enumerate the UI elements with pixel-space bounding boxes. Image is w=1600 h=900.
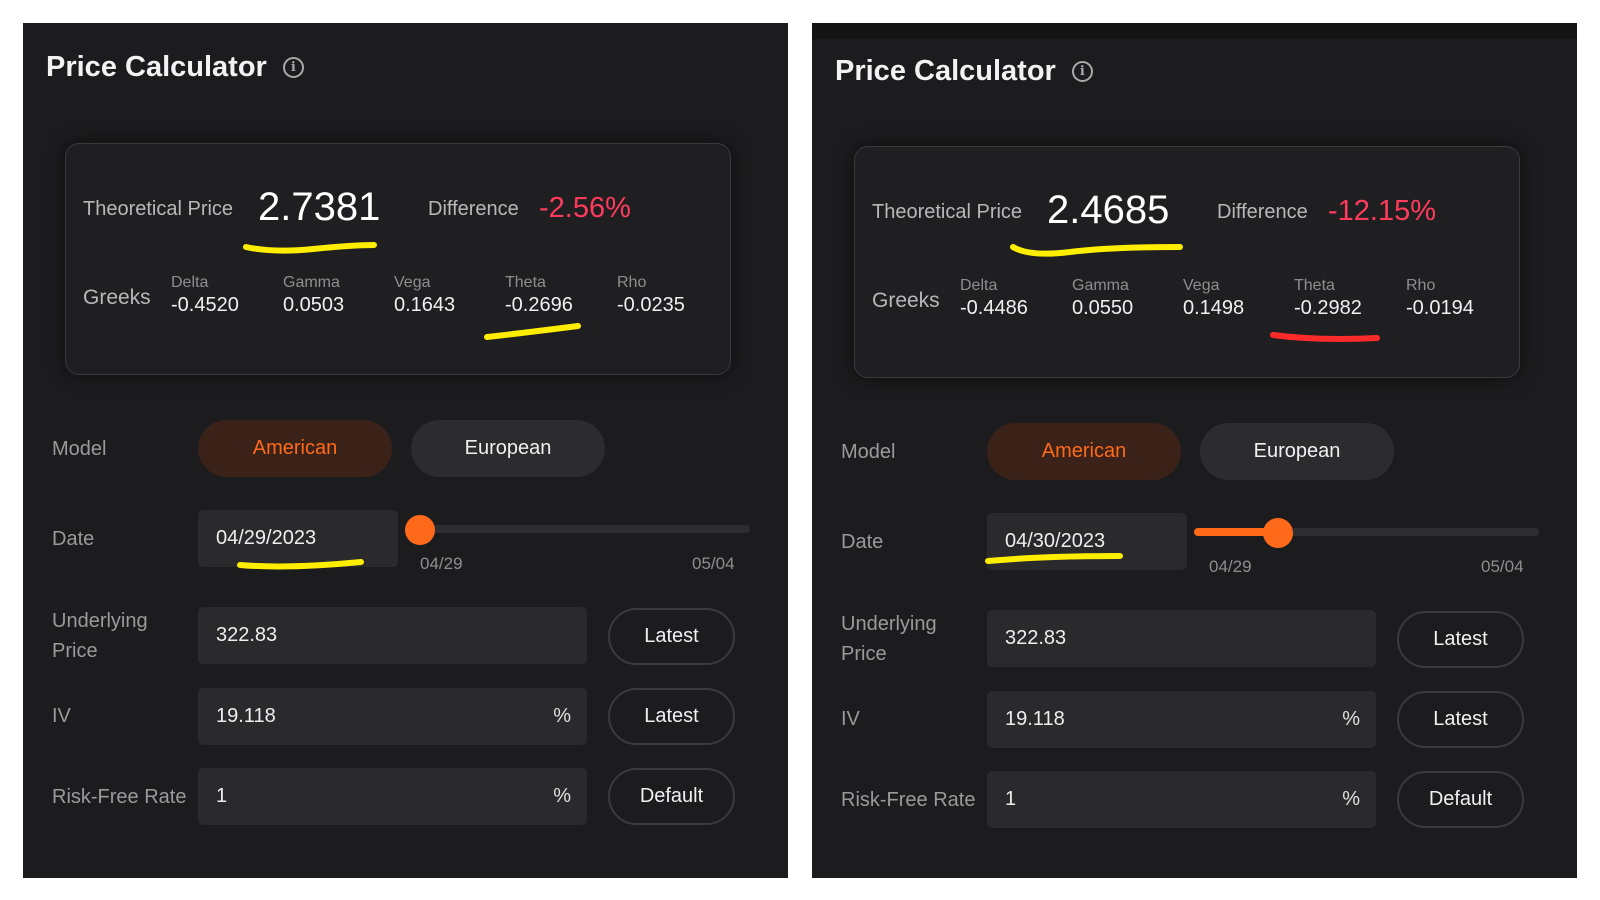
difference-value: -12.15% bbox=[1328, 195, 1437, 227]
iv-percent-sign: % bbox=[1342, 708, 1360, 730]
risk-free-rate-value: 1 bbox=[1005, 788, 1017, 810]
theoretical-price-value: 2.4685 bbox=[1047, 188, 1170, 232]
rfr-default-button[interactable]: Default bbox=[608, 768, 735, 825]
greeks-label: Greeks bbox=[83, 286, 151, 309]
greek-name: Rho bbox=[1406, 277, 1436, 294]
risk-free-rate-label: Risk-Free Rate bbox=[841, 789, 976, 811]
greek-vega: Vega 0.1498 bbox=[1183, 277, 1244, 320]
greek-name: Gamma bbox=[1072, 277, 1129, 294]
date-slider-handle[interactable] bbox=[1263, 518, 1293, 548]
slider-start-label: 04/29 bbox=[1209, 557, 1252, 576]
underlying-price-label-line1: Underlying bbox=[841, 613, 937, 635]
iv-value: 19.118 bbox=[216, 705, 276, 727]
greek-value: 0.0503 bbox=[283, 294, 345, 316]
greek-delta: Delta -0.4520 bbox=[171, 274, 239, 317]
greek-value: -0.2696 bbox=[505, 294, 573, 316]
greek-name: Vega bbox=[1183, 277, 1220, 294]
panel-title: Price Calculator i bbox=[46, 51, 304, 84]
theoretical-price-value: 2.7381 bbox=[258, 185, 381, 229]
date-slider-handle[interactable] bbox=[405, 515, 435, 545]
iv-latest-button[interactable]: Latest bbox=[608, 688, 735, 745]
greek-rho: Rho -0.0235 bbox=[617, 274, 685, 317]
greek-name: Delta bbox=[960, 277, 998, 294]
model-american-button[interactable]: American bbox=[987, 423, 1181, 480]
underlying-price-input[interactable]: 322.83 bbox=[198, 607, 587, 664]
greek-value: -0.4486 bbox=[960, 297, 1028, 319]
difference-value: -2.56% bbox=[539, 192, 631, 224]
iv-label: IV bbox=[841, 708, 860, 730]
underlying-price-label-line2: Price bbox=[52, 640, 98, 662]
greek-name: Delta bbox=[171, 274, 209, 291]
underlying-latest-button[interactable]: Latest bbox=[1397, 611, 1524, 668]
iv-input[interactable]: 19.118 % bbox=[987, 691, 1376, 748]
slider-end-label: 05/04 bbox=[1481, 557, 1524, 576]
panel-title-text: Price Calculator bbox=[835, 55, 1056, 87]
greek-gamma: Gamma 0.0503 bbox=[283, 274, 344, 317]
difference-label: Difference bbox=[428, 198, 519, 220]
greek-gamma: Gamma 0.0550 bbox=[1072, 277, 1133, 320]
underlying-price-label-line1: Underlying bbox=[52, 610, 148, 632]
underlying-latest-button[interactable]: Latest bbox=[608, 608, 735, 665]
price-calculator-panel-right: Price Calculator i Theoretical Price 2.4… bbox=[812, 23, 1577, 878]
greek-name: Vega bbox=[394, 274, 431, 291]
date-slider-track[interactable] bbox=[1194, 528, 1539, 536]
date-slider-fill bbox=[1194, 528, 1278, 536]
greek-name: Rho bbox=[617, 274, 647, 291]
iv-label: IV bbox=[52, 705, 71, 727]
slider-end-label: 05/04 bbox=[692, 554, 735, 573]
greek-name: Theta bbox=[1294, 277, 1335, 294]
iv-latest-button[interactable]: Latest bbox=[1397, 691, 1524, 748]
greeks-label: Greeks bbox=[872, 289, 940, 312]
greek-value: -0.0194 bbox=[1406, 297, 1474, 319]
underlying-price-label-line2: Price bbox=[841, 643, 887, 665]
greek-value: -0.2982 bbox=[1294, 297, 1362, 319]
model-label: Model bbox=[841, 441, 896, 463]
greek-delta: Delta -0.4486 bbox=[960, 277, 1028, 320]
theoretical-price-label: Theoretical Price bbox=[83, 198, 234, 220]
panel-title: Price Calculator i bbox=[835, 55, 1093, 88]
panel-title-text: Price Calculator bbox=[46, 51, 267, 83]
risk-free-rate-label: Risk-Free Rate bbox=[52, 786, 187, 808]
greek-theta: Theta -0.2982 bbox=[1294, 277, 1362, 320]
greek-theta: Theta -0.2696 bbox=[505, 274, 573, 317]
underlying-price-input[interactable]: 322.83 bbox=[987, 610, 1376, 667]
iv-value: 19.118 bbox=[1005, 708, 1065, 730]
result-card: Theoretical Price 2.7381 Difference -2.5… bbox=[65, 143, 731, 375]
info-icon[interactable]: i bbox=[1071, 61, 1093, 82]
price-calculator-panel-left: Price Calculator i Theoretical Price 2.7… bbox=[23, 23, 788, 878]
rfr-percent-sign: % bbox=[1342, 788, 1360, 810]
risk-free-rate-input[interactable]: 1 % bbox=[198, 768, 587, 825]
date-label: Date bbox=[841, 531, 884, 553]
model-american-button[interactable]: American bbox=[198, 420, 392, 477]
result-card: Theoretical Price 2.4685 Difference -12.… bbox=[854, 146, 1520, 378]
greek-value: 0.1498 bbox=[1183, 297, 1245, 319]
rfr-percent-sign: % bbox=[553, 785, 571, 807]
model-european-button[interactable]: European bbox=[1200, 423, 1394, 480]
date-label: Date bbox=[52, 528, 95, 550]
theoretical-price-label: Theoretical Price bbox=[872, 201, 1023, 223]
iv-percent-sign: % bbox=[553, 705, 571, 727]
model-european-button[interactable]: European bbox=[411, 420, 605, 477]
info-icon[interactable]: i bbox=[282, 57, 304, 78]
greek-value: 0.0550 bbox=[1072, 297, 1134, 319]
risk-free-rate-input[interactable]: 1 % bbox=[987, 771, 1376, 828]
rfr-default-button[interactable]: Default bbox=[1397, 771, 1524, 828]
greek-value: -0.4520 bbox=[171, 294, 239, 316]
date-slider-track[interactable] bbox=[405, 525, 750, 533]
risk-free-rate-value: 1 bbox=[216, 785, 228, 807]
greek-value: 0.1643 bbox=[394, 294, 456, 316]
difference-label: Difference bbox=[1217, 201, 1308, 223]
date-input[interactable]: 04/29/2023 bbox=[198, 510, 398, 567]
greek-name: Theta bbox=[505, 274, 546, 291]
iv-input[interactable]: 19.118 % bbox=[198, 688, 587, 745]
greek-rho: Rho -0.0194 bbox=[1406, 277, 1474, 320]
greek-vega: Vega 0.1643 bbox=[394, 274, 455, 317]
slider-start-label: 04/29 bbox=[420, 554, 463, 573]
model-label: Model bbox=[52, 438, 107, 460]
date-input[interactable]: 04/30/2023 bbox=[987, 513, 1187, 570]
greek-value: -0.0235 bbox=[617, 294, 685, 316]
greek-name: Gamma bbox=[283, 274, 340, 291]
